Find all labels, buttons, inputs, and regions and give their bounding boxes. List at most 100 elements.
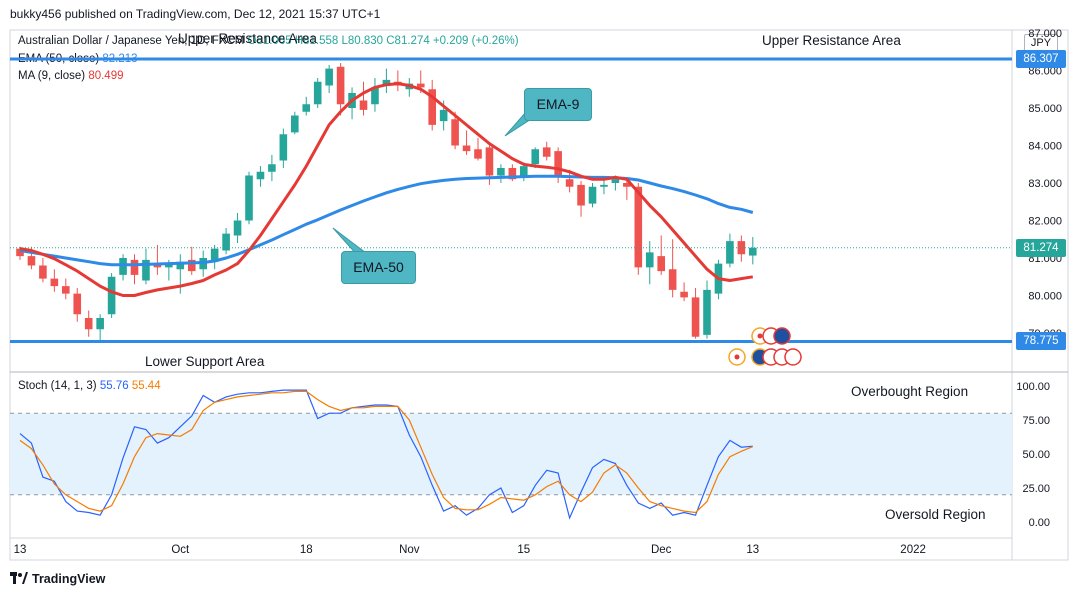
ema9-callout: EMA-9 (524, 88, 592, 121)
price-tick-label: 83.000 (1028, 178, 1062, 190)
time-tick-label: 2022 (900, 544, 926, 556)
candle-body (497, 168, 505, 176)
ma-legend[interactable]: MA (9, close) 80.499 (18, 70, 124, 82)
stoch-tick-label: 0.00 (1029, 517, 1050, 529)
support-price-tag: 78.775 (1016, 332, 1066, 351)
candle-body (84, 318, 93, 330)
ema50-callout: EMA-50 (341, 251, 416, 284)
ma-legend-value: 80.499 (88, 70, 124, 82)
stoch-lines-group (19, 389, 754, 520)
candle-body (680, 291, 688, 298)
ema50-line (19, 174, 754, 267)
candle-body (657, 256, 665, 272)
candle-body (107, 276, 116, 315)
upper-resistance-label-right: Upper Resistance Area (762, 33, 901, 48)
candle-body (726, 241, 734, 264)
stoch-ticks-group: 100.00 75.00 50.00 25.00 0.00 (1016, 381, 1050, 529)
candle-body (474, 149, 482, 159)
price-tick-label: 86.000 (1028, 66, 1062, 78)
time-tick-label: 13 (14, 544, 27, 556)
candle-body (62, 286, 70, 294)
candle-body (428, 89, 436, 125)
candle-body (245, 175, 253, 221)
candle-body (371, 87, 379, 105)
stoch-d-value: 55.44 (131, 380, 161, 392)
chart-frame (9, 29, 1069, 561)
stoch-k-value: 55.76 (99, 380, 129, 392)
stoch-tick-label: 25.00 (1022, 483, 1050, 495)
stoch-legend[interactable]: Stoch (14, 1, 3) 55.76 55.44 (18, 380, 161, 392)
candle-body (325, 68, 333, 86)
candle-body (577, 184, 585, 206)
event-marker-dot-icon (734, 354, 740, 360)
last-price-tag: 81.274 (1016, 238, 1066, 257)
candle-body (554, 151, 562, 176)
candle-body (336, 66, 345, 105)
levels-group (10, 57, 1012, 343)
stoch-k-line (19, 389, 753, 520)
candle-body (416, 83, 425, 88)
symbol-name: Australian Dollar / Japanese Yen, 1D, FX… (18, 35, 245, 47)
candle-body (119, 258, 127, 275)
candle-body (291, 115, 299, 133)
stoch-d-line (19, 390, 754, 514)
currency-badge[interactable]: JPY (1024, 34, 1058, 52)
stoch-tick-label: 50.00 (1022, 449, 1050, 461)
candle-body (600, 184, 608, 187)
candle-body (749, 247, 757, 256)
stoch-legend-label: Stoch (14, 1, 3) (18, 380, 97, 392)
candle-body (451, 119, 459, 146)
time-tick-label: Oct (171, 544, 190, 556)
event-markers (728, 327, 802, 366)
candle-body (634, 186, 643, 268)
tradingview-logo-icon (10, 572, 28, 584)
candle-body (130, 259, 139, 275)
stoch-tick-label: 100.00 (1016, 381, 1050, 393)
candle-body (27, 256, 36, 266)
candle-body (222, 233, 230, 251)
flag-au-icon (773, 327, 791, 345)
symbol-legend[interactable]: Australian Dollar / Japanese Yen, 1D, FX… (18, 35, 519, 47)
publish-line: bukky456 published on TradingView.com, D… (10, 7, 381, 21)
time-tick-label: Dec (651, 544, 672, 556)
tradingview-brand[interactable]: TradingView (10, 572, 105, 586)
ohlc-values: O81.065 H81.558 L80.830 C81.274 +0.209 (… (247, 35, 519, 47)
event-marker-dot-icon (757, 333, 763, 339)
candle-body (611, 179, 620, 183)
price-tick-label: 87.000 (1028, 28, 1062, 40)
candle-body (645, 252, 654, 268)
candle-body (39, 265, 47, 279)
ma-legend-label: MA (9, close) (18, 70, 86, 82)
candle-body (588, 186, 597, 204)
candle-body (462, 145, 471, 152)
candle-body (165, 263, 173, 268)
price-tick-label: 85.000 (1028, 103, 1062, 115)
indicator-lines-group (19, 82, 754, 297)
candle-body (531, 149, 540, 165)
candle-body (268, 164, 276, 172)
candle-body (16, 248, 24, 257)
candle-body (623, 183, 631, 187)
price-tick-label: 80.000 (1028, 291, 1062, 303)
candle-body (50, 278, 59, 287)
ma9-line (19, 82, 754, 297)
brand-name: TradingView (32, 572, 106, 586)
candle-body (565, 179, 574, 187)
candle-body (96, 318, 104, 330)
candle-body (256, 171, 265, 180)
candle-body (691, 297, 700, 337)
candle-body (485, 147, 494, 176)
candle-body (142, 259, 150, 281)
candle-body (233, 220, 242, 236)
candle-body (508, 168, 517, 180)
candle-body (703, 289, 711, 335)
oversold-label: Oversold Region (885, 507, 986, 522)
candle-body (302, 104, 311, 112)
candle-body (382, 79, 391, 86)
candle-body (439, 109, 448, 122)
stoch-band (10, 413, 1012, 495)
price-ticks-group: 87.00086.00085.00084.00083.00082.00081.0… (1028, 28, 1062, 340)
price-tick-label: 82.000 (1028, 216, 1062, 228)
lower-support-label: Lower Support Area (145, 354, 265, 369)
